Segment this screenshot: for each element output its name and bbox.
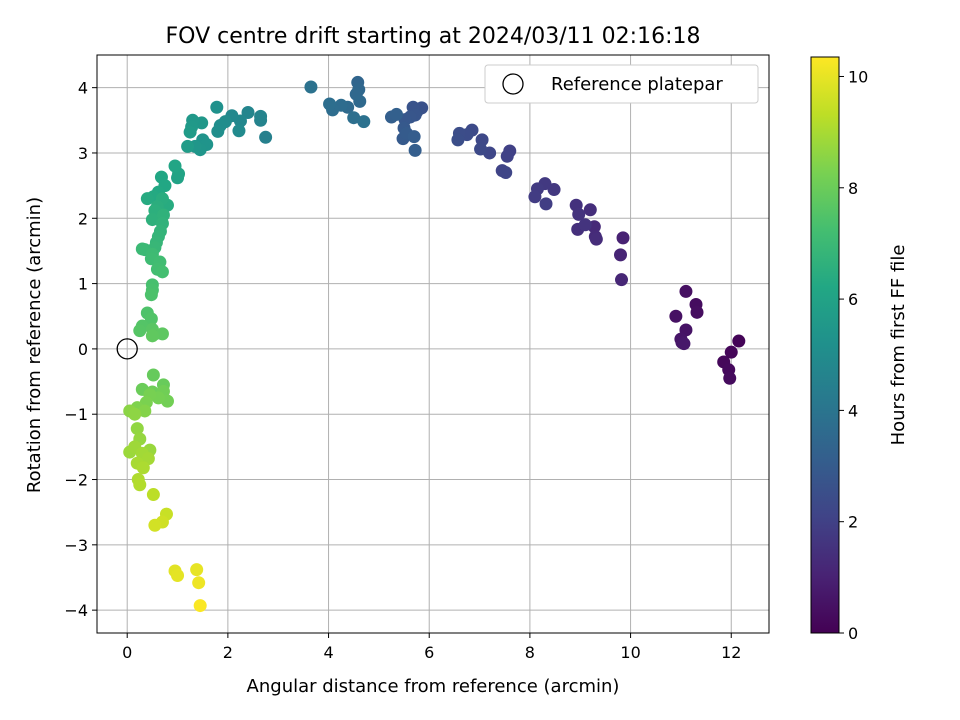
- data-point: [190, 563, 204, 577]
- data-point: [614, 248, 628, 262]
- data-point: [451, 133, 465, 147]
- data-point: [171, 569, 185, 583]
- data-point: [578, 218, 592, 232]
- colorbar-label: Hours from first FF file: [888, 245, 909, 446]
- x-tick-label: 6: [424, 643, 434, 662]
- data-point: [499, 166, 513, 180]
- reference-marker: [116, 338, 138, 360]
- data-point: [572, 207, 586, 221]
- data-point: [390, 107, 404, 121]
- colorbar: [810, 56, 840, 634]
- y-tick-label: −4: [64, 601, 88, 620]
- data-point: [211, 124, 225, 138]
- data-point: [155, 265, 169, 279]
- data-point: [148, 518, 162, 532]
- data-point: [408, 143, 422, 157]
- data-point: [140, 192, 154, 206]
- data-point: [347, 111, 361, 125]
- y-tick-label: 4: [78, 79, 88, 98]
- plot-frame: [96, 54, 770, 634]
- reference-marker-group: [116, 338, 138, 360]
- x-tick-label: 10: [620, 643, 640, 662]
- data-point: [135, 242, 149, 256]
- colorbar-tick-label: 10: [848, 67, 868, 86]
- y-tick-label: −1: [64, 405, 88, 424]
- data-point: [690, 305, 704, 319]
- colorbar-ticks: 0 2 4 6 8 10: [839, 67, 868, 643]
- data-point: [183, 125, 197, 139]
- data-point: [583, 203, 597, 217]
- data-point: [616, 231, 630, 245]
- data-point: [146, 488, 160, 502]
- y-axis-label: Rotation from reference (arcmin): [24, 197, 45, 493]
- data-point: [181, 139, 195, 153]
- data-point: [677, 337, 691, 351]
- data-point: [254, 109, 268, 123]
- legend-label: Reference platepar: [551, 74, 723, 95]
- data-point: [474, 142, 488, 156]
- y-axis-ticks: −4 −3 −2 −1 0 1 2 3 4: [64, 79, 97, 620]
- data-point: [259, 130, 273, 144]
- data-point: [323, 97, 337, 111]
- data-point: [133, 324, 147, 338]
- y-tick-label: 1: [78, 275, 88, 294]
- data-point: [407, 130, 421, 144]
- data-point: [145, 213, 159, 227]
- y-tick-label: 0: [78, 340, 88, 359]
- data-point: [232, 124, 246, 138]
- data-point: [304, 80, 318, 94]
- x-tick-label: 8: [525, 643, 535, 662]
- data-point: [724, 345, 738, 359]
- data-point: [615, 273, 629, 287]
- legend-box: [484, 64, 759, 104]
- y-tick-label: 3: [78, 144, 88, 163]
- data-point: [138, 404, 152, 418]
- data-point: [128, 407, 142, 421]
- data-point: [210, 100, 224, 114]
- colorbar-tick-label: 2: [848, 513, 858, 532]
- x-tick-label: 2: [223, 643, 233, 662]
- data-point: [669, 309, 683, 323]
- data-point: [723, 371, 737, 385]
- data-point: [589, 232, 603, 246]
- y-tick-label: −3: [64, 536, 88, 555]
- data-point: [192, 576, 206, 590]
- x-tick-label: 4: [323, 643, 333, 662]
- data-point: [539, 197, 553, 211]
- data-point: [130, 422, 144, 436]
- data-point: [136, 461, 150, 475]
- legend: Reference platepar: [484, 64, 759, 104]
- colorbar-tick-label: 0: [848, 624, 858, 643]
- data-point: [732, 334, 746, 348]
- x-tick-label: 12: [721, 643, 741, 662]
- grid-lines: [97, 55, 769, 633]
- data-points: [123, 75, 746, 613]
- data-point: [679, 284, 693, 298]
- data-point: [241, 105, 255, 119]
- y-tick-label: −2: [64, 471, 88, 490]
- data-point: [146, 368, 160, 382]
- data-point: [133, 478, 147, 492]
- data-point: [144, 312, 158, 326]
- data-point: [155, 327, 169, 341]
- x-axis-ticks: 0 2 4 6 8 10 12: [122, 633, 741, 662]
- data-point: [193, 599, 207, 613]
- data-point: [500, 149, 514, 163]
- colorbar-tick-label: 4: [848, 401, 858, 420]
- colorbar-tick-label: 8: [848, 179, 858, 198]
- legend-marker: [502, 73, 524, 95]
- x-tick-label: 0: [122, 643, 132, 662]
- data-point: [528, 190, 542, 204]
- data-point: [353, 94, 367, 108]
- data-point: [357, 115, 371, 129]
- chart-title: FOV centre drift starting at 2024/03/11 …: [166, 24, 701, 49]
- data-point: [145, 329, 159, 343]
- x-axis-label: Angular distance from reference (arcmin): [247, 676, 620, 697]
- y-tick-label: 2: [78, 209, 88, 228]
- colorbar-tick-label: 6: [848, 290, 858, 309]
- data-point: [144, 288, 158, 302]
- data-point: [168, 159, 182, 173]
